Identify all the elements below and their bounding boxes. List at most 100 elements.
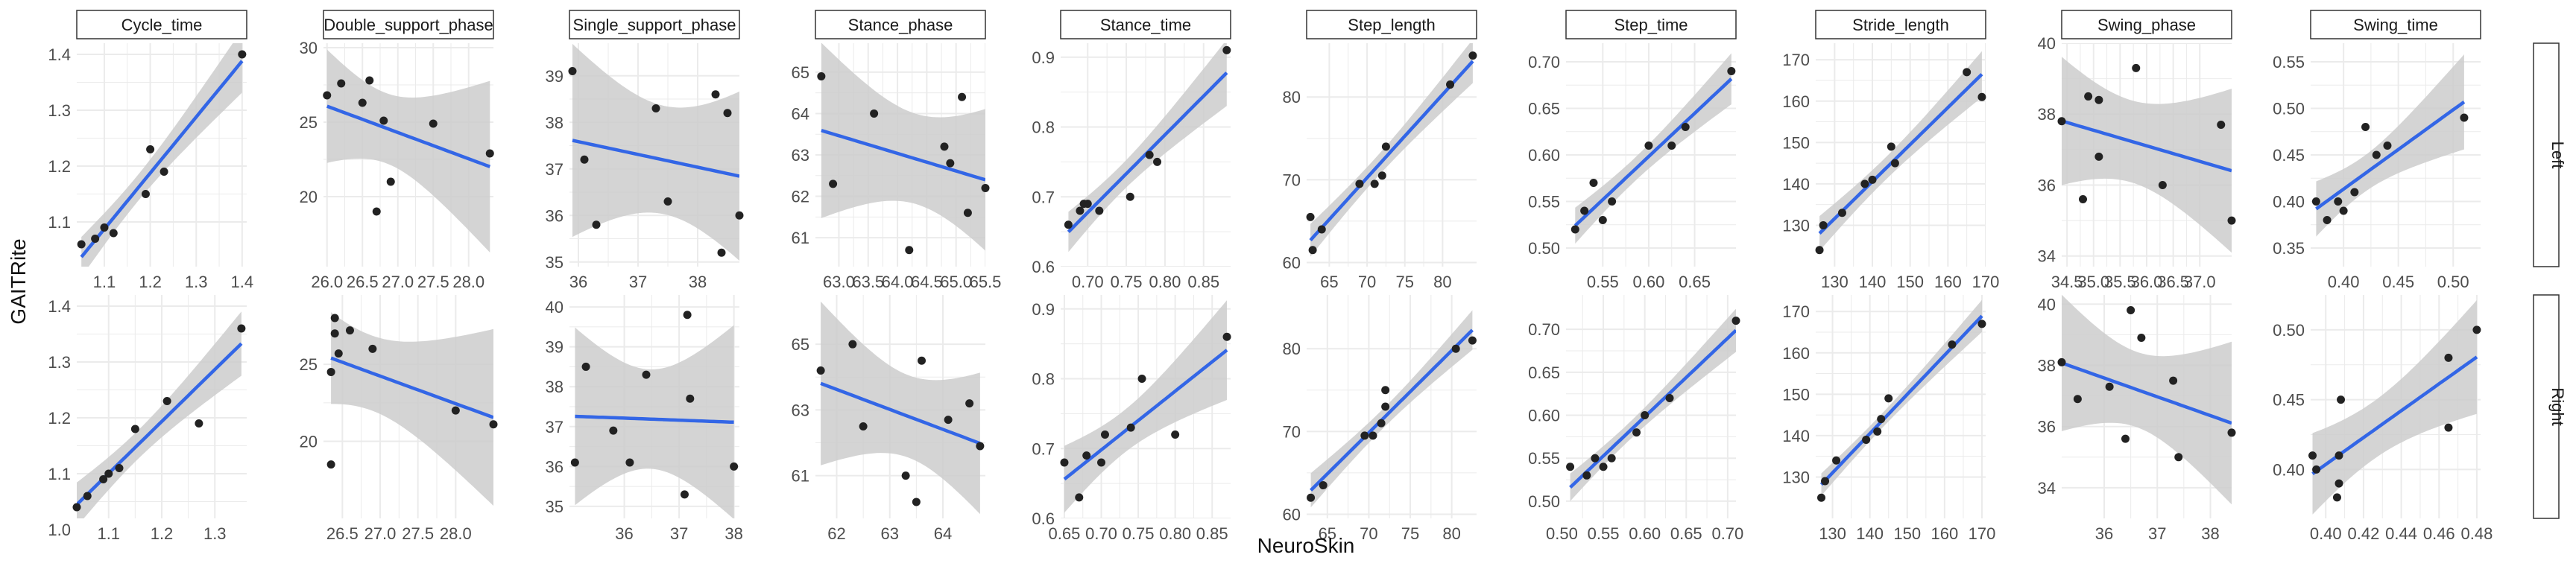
strip-label-stride-length: Stride_length	[1852, 16, 1949, 34]
row-strip-left: Left	[2533, 42, 2567, 267]
data-point	[2372, 150, 2381, 159]
x-tick-label: 0.55	[1588, 524, 1620, 543]
y-tick-label: 1.3	[48, 353, 71, 372]
y-tick-label: 70	[1283, 171, 1301, 189]
data-point	[1819, 220, 1828, 229]
strip-label-stance-time: Stance_time	[1100, 16, 1191, 34]
regression-line	[326, 104, 491, 168]
data-point	[958, 92, 967, 101]
x-tick-label: 0.85	[1187, 273, 1219, 291]
y-tick-label: 38	[546, 378, 564, 396]
x-tick-label: 64.5	[911, 273, 943, 291]
data-point	[592, 220, 601, 229]
regression-line	[2315, 100, 2466, 211]
confidence-band	[326, 49, 490, 252]
panel-fit	[1310, 310, 1474, 508]
x-tick-label: 0.40	[2328, 273, 2360, 291]
x-tick-label: 0.44	[2385, 524, 2417, 543]
panel-points	[1307, 336, 1477, 502]
panel-single-support-phase-left: 36 37 38 35 36 37 38 39	[546, 43, 744, 291]
regression-line	[2062, 361, 2232, 425]
strip-label-step-time: Step_time	[1614, 16, 1688, 34]
data-point	[1977, 320, 1986, 328]
y-tick-label: 0.55	[2273, 53, 2305, 72]
data-point	[1171, 430, 1180, 439]
x-tick-label: 1.2	[151, 524, 174, 543]
data-point	[1877, 415, 1886, 424]
data-point	[1977, 92, 1986, 101]
panel-grid	[1307, 295, 1477, 518]
panel-double-support-phase-right: 26.5 27.0 27.5 28.0 20 25	[300, 295, 498, 543]
x-tick-label: 0.50	[1546, 524, 1578, 543]
panel-stance-time-left: 0.70 0.75 0.80 0.85 0.6 0.7 0.8 0.9	[1032, 43, 1231, 291]
data-point	[1591, 454, 1600, 463]
data-point	[2350, 188, 2359, 197]
strip-box	[323, 10, 494, 39]
data-point	[2137, 334, 2146, 343]
y-tick-label: 61	[792, 467, 809, 486]
y-tick-label: 64	[792, 104, 809, 123]
data-point	[581, 362, 590, 371]
y-tick-label: 0.50	[2273, 100, 2305, 118]
data-point	[1076, 206, 1085, 215]
y-tick-label: 37	[546, 418, 564, 436]
data-point	[1817, 493, 1826, 502]
panel-cycle-time-left: 1.1 1.2 1.3 1.4 1.1 1.2 1.3 1.4	[48, 43, 253, 291]
data-point	[115, 464, 124, 472]
data-point	[1446, 80, 1455, 89]
x-tick-label: 65.0	[940, 273, 972, 291]
x-tick-label: 63.5	[852, 273, 884, 291]
panel-step-length-left: 65 70 75 80 60 70 80	[1283, 43, 1477, 291]
data-point	[1644, 142, 1653, 150]
panel-points	[570, 311, 739, 499]
y-tick-label: 38	[2038, 105, 2056, 124]
data-point	[976, 442, 985, 451]
panel-fit	[572, 43, 739, 261]
data-point	[2334, 197, 2343, 206]
x-tick-label: 38	[689, 273, 707, 291]
panel-fit	[2062, 295, 2232, 505]
strip-single-support-phase: Single_support_phase	[569, 10, 740, 39]
data-point	[337, 79, 346, 88]
data-point	[642, 370, 651, 379]
data-point	[568, 67, 577, 75]
regression-line	[330, 356, 493, 419]
y-tick-label: 63	[792, 401, 809, 419]
data-point	[1100, 430, 1109, 439]
panel-points	[817, 72, 990, 255]
y-tick-label: 63	[792, 146, 809, 165]
data-point	[2057, 358, 2066, 366]
y-tick-label: 160	[1782, 344, 1810, 363]
data-point	[1868, 175, 1877, 184]
data-point	[2312, 465, 2321, 474]
x-tick-label: 80	[1442, 524, 1460, 543]
data-point	[2337, 395, 2346, 404]
x-tick-label: 28.0	[440, 524, 472, 543]
data-point	[625, 458, 634, 467]
y-tick-label: 0.50	[1528, 239, 1560, 258]
data-point	[651, 104, 660, 112]
x-tick-label: 0.70	[1711, 524, 1743, 543]
x-tick-label: 38	[2201, 524, 2219, 543]
panel-fit	[1063, 300, 1228, 513]
data-point	[1598, 216, 1607, 224]
data-point	[735, 211, 744, 220]
y-tick-label: 40	[546, 298, 564, 317]
data-point	[1126, 423, 1135, 432]
y-tick-label: 1.3	[48, 101, 71, 120]
data-point	[429, 119, 438, 128]
strip-stride-length: Stride_length	[1815, 10, 1986, 39]
y-tick-label: 62	[792, 188, 809, 206]
x-tick-label: 36	[569, 273, 587, 291]
y-tick-label: 0.40	[2273, 193, 2305, 212]
x-tick-label: 0.80	[1149, 273, 1181, 291]
data-point	[816, 366, 825, 375]
y-tick-label: 30	[300, 39, 318, 57]
panel-single-support-phase-right: 36 37 38 35 36 37 38 39 40	[546, 295, 743, 543]
row-strip-box	[2533, 42, 2560, 267]
data-point	[2332, 493, 2341, 502]
panel-fit	[1573, 53, 1733, 244]
panel-swing-phase-right: 36 37 38 34 36 38 40	[2038, 295, 2236, 543]
x-tick-label: 0.65	[1670, 524, 1702, 543]
